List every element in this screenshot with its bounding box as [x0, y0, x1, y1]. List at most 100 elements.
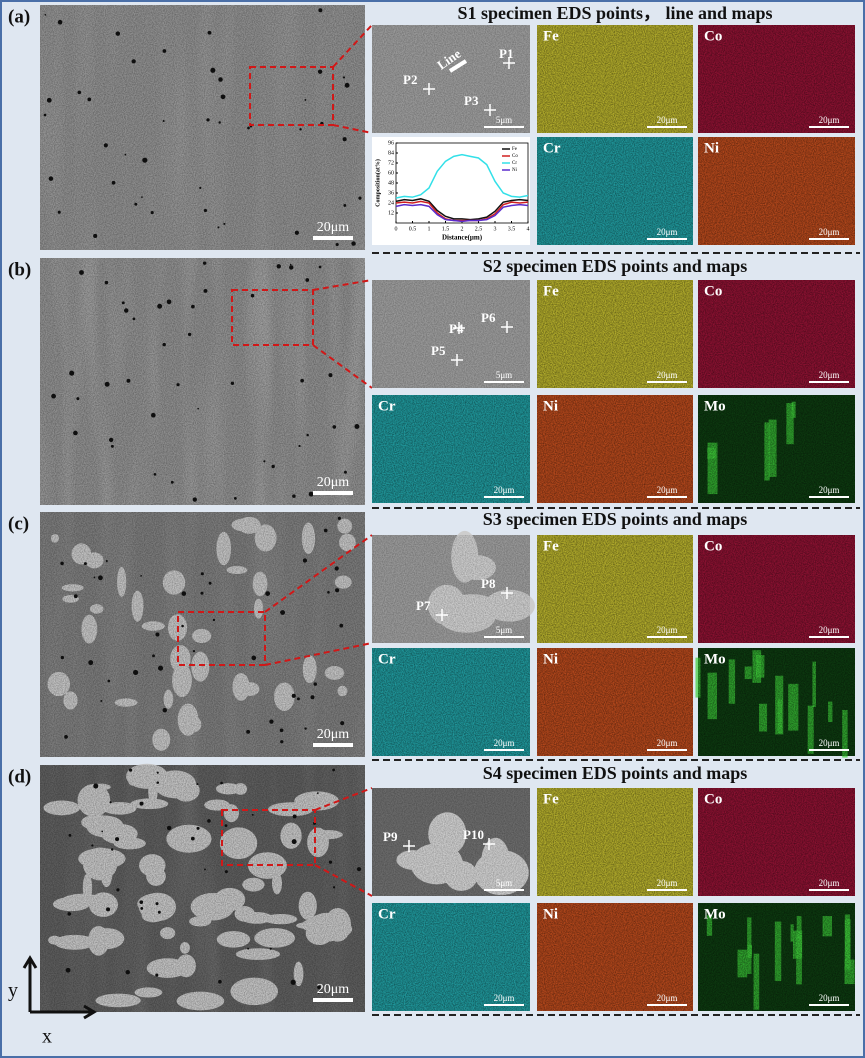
scale-label: 20μm [819, 878, 840, 888]
y-tick-label: 12 [388, 210, 394, 216]
scale-label: 20μm [819, 738, 840, 748]
scale-label: 20μm [657, 625, 678, 635]
label: P1 [499, 46, 513, 61]
sem-grain [40, 765, 365, 1012]
label: Ni [543, 398, 558, 414]
legend-label: Co [512, 154, 518, 159]
map-grain [537, 903, 693, 1011]
scale-label: 20μm [819, 993, 840, 1003]
label: (b) [8, 259, 31, 280]
x-tick-label: 1.5 [442, 226, 450, 232]
point-marker [483, 838, 495, 850]
y-tick-label: 72 [388, 160, 394, 166]
label: Mo [704, 906, 726, 922]
axis-label: y [8, 980, 18, 1002]
scale-label: 20μm [657, 993, 678, 1003]
label: P5 [431, 343, 446, 358]
map-grain [698, 788, 855, 896]
y-tick-label: 60 [388, 170, 394, 176]
map-grain [537, 25, 693, 133]
point-marker [436, 609, 448, 621]
label: (a) [8, 6, 30, 27]
scale-label: 20μm [657, 227, 678, 237]
zoom-connector [264, 642, 373, 666]
scale-label: 20μm [317, 475, 350, 490]
label: Cr [378, 651, 396, 667]
x-tick-label: 3 [494, 226, 497, 232]
scale-label: 20μm [494, 993, 515, 1003]
zoom-box [221, 809, 316, 866]
profile-line [395, 203, 529, 223]
profile-bg [372, 137, 530, 245]
zoom-connector [312, 344, 373, 389]
point-marker [453, 322, 465, 334]
scale-label: 5μm [496, 625, 512, 635]
sem-grain [372, 25, 530, 133]
profile-line [395, 198, 529, 221]
sem-grain [372, 535, 530, 643]
x-tick-label: 0.5 [409, 226, 417, 232]
y-tick-label: 48 [388, 180, 394, 186]
label: P10 [463, 827, 484, 842]
label: Fe [543, 283, 559, 299]
label: Co [704, 791, 722, 807]
sem-grain [40, 512, 365, 757]
x-tick-label: 2.5 [475, 226, 483, 232]
mo-segregation [695, 657, 701, 698]
scale-label: 20μm [657, 370, 678, 380]
sem-grain [372, 280, 530, 388]
scale-label: 20μm [494, 738, 515, 748]
label: P8 [481, 576, 496, 591]
scale-label: 20μm [819, 227, 840, 237]
map-grain [537, 648, 693, 756]
y-tick-label: 96 [388, 140, 394, 146]
line-scan [448, 59, 468, 73]
x-tick-label: 0 [395, 226, 398, 232]
map-grain [372, 903, 530, 1011]
scale-label: 20μm [657, 485, 678, 495]
scale-label: 20μm [657, 878, 678, 888]
label: Fe [543, 538, 559, 554]
profile-line [395, 200, 529, 222]
point-marker [501, 587, 513, 599]
label: Co [704, 28, 722, 44]
map-grain [372, 395, 530, 503]
y-tick-label: 24 [388, 200, 394, 206]
sem-grain [372, 788, 530, 896]
panel-title: S2 specimen EDS points and maps [483, 256, 748, 276]
zoom-connector [314, 787, 373, 811]
scale-label: 20μm [317, 982, 350, 997]
point-marker [403, 840, 415, 852]
point-marker [503, 57, 515, 69]
point-marker [423, 83, 435, 95]
label: Co [704, 538, 722, 554]
point-marker [451, 354, 463, 366]
scale-label: 20μm [317, 727, 350, 742]
map-grain [537, 137, 693, 245]
scale-label: 20μm [819, 485, 840, 495]
scale-label: 20μm [819, 370, 840, 380]
label: P4 [449, 321, 464, 336]
scale-label: 5μm [496, 878, 512, 888]
map-grain [537, 535, 693, 643]
zoom-box [177, 611, 266, 666]
map-grain [698, 648, 855, 756]
y-tick-label: 84 [388, 150, 394, 156]
label: P6 [481, 310, 496, 325]
map-grain [698, 535, 855, 643]
sem-grain [40, 258, 365, 505]
label: P2 [403, 72, 417, 87]
zoom-connector [332, 124, 373, 134]
axis-indicator [22, 955, 97, 1020]
scale-label: 20μm [657, 738, 678, 748]
zoom-connector [314, 864, 373, 897]
legend-label: Fe [512, 147, 518, 152]
y-tick-label: 36 [388, 190, 394, 196]
label: Ni [543, 906, 558, 922]
label: P9 [383, 829, 398, 844]
map-grain [698, 25, 855, 133]
point-marker [484, 104, 496, 116]
map-grain [537, 395, 693, 503]
profile-line [395, 153, 529, 199]
label: (d) [8, 766, 31, 787]
